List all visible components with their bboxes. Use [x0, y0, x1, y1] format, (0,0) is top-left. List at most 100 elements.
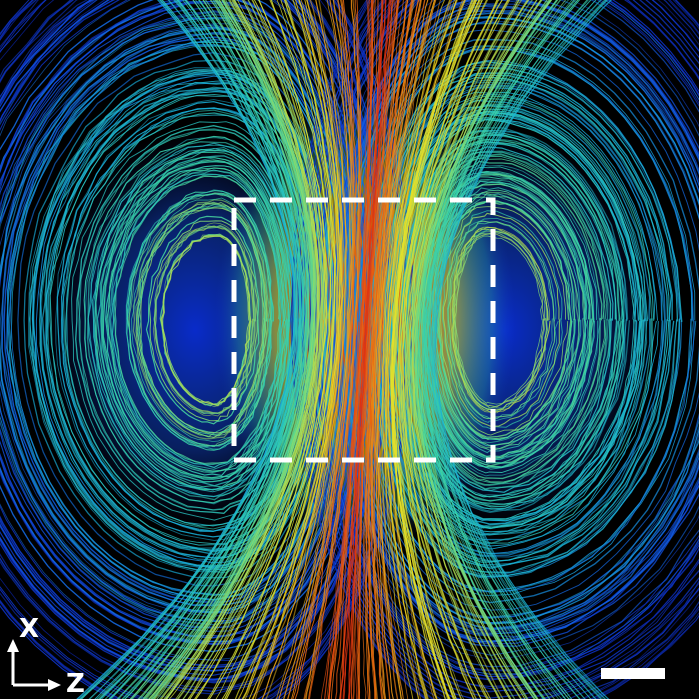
field-loop-streamline: [102, 161, 290, 479]
field-core-streamline: [148, 0, 316, 699]
field-core-streamline: [424, 0, 581, 699]
field-loop-streamline: [452, 228, 548, 411]
field-core-streamline: [234, 0, 339, 699]
field-loop-streamline: [126, 192, 273, 448]
field-loop-streamline: [353, 38, 699, 604]
axis-x-label: X: [19, 614, 40, 644]
field-core-streamline: [254, 0, 346, 699]
field-core-streamline: [418, 0, 562, 699]
field-core-streamline: [292, 0, 357, 699]
field-core-streamline: [415, 0, 551, 699]
field-core-streamline: [110, 0, 305, 699]
field-loop-streamline: [131, 197, 270, 442]
field-loop-streamline: [106, 167, 287, 473]
field-core-streamline: [397, 0, 498, 699]
field-core-streamline: [187, 0, 326, 699]
field-core-streamline: [88, 0, 299, 699]
field-loop-streamline: [0, 0, 408, 699]
field-loop-streamline: [136, 202, 267, 438]
field-core-streamline: [80, 0, 296, 699]
field-loop-streamline: [309, 0, 699, 690]
field-core-streamline: [129, 0, 310, 699]
field-loop-streamline: [132, 199, 269, 440]
field-loop-streamline: [86, 141, 300, 501]
field-loop-streamline: [0, 0, 387, 667]
field-loop-streamline: [455, 235, 544, 405]
field-loop-streamline: [0, 0, 398, 689]
field-loop-streamline: [342, 16, 699, 625]
field-core-streamline: [94, 0, 301, 699]
field-core-streamline: [390, 0, 478, 699]
field-core-streamline: [364, 0, 409, 699]
field-loop-streamline: [357, 47, 695, 593]
field-core-streamline: [355, 0, 397, 699]
field-core-streamline: [215, 0, 333, 699]
field-core-streamline: [320, 0, 369, 699]
field-loop-streamline: [0, 0, 400, 695]
field-loop-streamline: [0, 23, 361, 618]
field-core-streamline: [223, 0, 337, 699]
field-loop-streamline: [110, 169, 285, 470]
field-core-streamline: [367, 0, 412, 699]
field-loop-streamline: [405, 139, 622, 502]
field-loop-streamline: [303, 0, 699, 699]
field-core-streamline: [371, 0, 421, 699]
field-core-streamline: [207, 0, 332, 699]
field-core-streamline: [374, 0, 429, 699]
field-core-streamline: [390, 0, 476, 699]
field-loop-streamline: [0, 16, 364, 623]
field-core-streamline: [430, 0, 597, 699]
field-core-streamline: [365, 0, 409, 699]
field-core-streamline: [412, 0, 543, 699]
field-loop-streamline: [446, 217, 559, 423]
field-core-streamline: [308, 0, 362, 699]
field-core-streamline: [380, 0, 446, 699]
field-core-streamline: [386, 0, 464, 699]
field-core-streamline: [265, 0, 348, 699]
field-core-streamline: [389, 0, 473, 699]
field-loop-streamline: [78, 128, 306, 511]
field-core-streamline: [384, 0, 458, 699]
field-core-streamline: [433, 0, 609, 699]
field-core-streamline: [357, 0, 399, 699]
field-loop-streamline: [407, 143, 618, 496]
field-loop-streamline: [292, 0, 699, 699]
field-core-streamline: [124, 0, 308, 699]
field-core-streamline: [378, 0, 441, 699]
field-loop-streamline: [447, 220, 556, 420]
field-core-streamline: [327, 0, 373, 699]
field-loop-streamline: [108, 169, 284, 473]
field-loop-streamline: [95, 151, 294, 488]
field-core-streamline: [399, 0, 503, 699]
scale-bar: [601, 668, 665, 679]
field-core-streamline: [251, 0, 344, 699]
axis-x-arrowhead: [7, 639, 19, 652]
field-core-streamline: [385, 0, 458, 699]
field-core-streamline: [340, 0, 384, 699]
field-loop-streamline: [441, 210, 563, 430]
field-loop-streamline: [0, 0, 411, 699]
field-core-streamline: [287, 0, 355, 699]
axis-z-arrowhead: [48, 679, 61, 691]
field-core-streamline: [427, 0, 589, 699]
field-core-streamline: [434, 0, 613, 699]
field-core-streamline: [176, 0, 323, 699]
field-core-streamline: [392, 0, 483, 699]
field-core-streamline: [353, 0, 395, 699]
field-core-streamline: [275, 0, 351, 699]
field-core-streamline: [376, 0, 436, 699]
field-loop-streamline: [9, 44, 349, 596]
field-core-streamline: [420, 0, 567, 699]
field-core-streamline: [424, 0, 580, 699]
field-core-streamline: [411, 0, 538, 699]
field-loop-streamline: [135, 202, 268, 438]
field-core-streamline: [182, 0, 325, 699]
field-loop-streamline: [422, 171, 595, 470]
field-core-streamline: [387, 0, 466, 699]
field-loop-streamline: [93, 148, 295, 491]
field-loop-streamline: [0, 0, 383, 661]
field-core-streamline: [358, 0, 400, 699]
field-core-streamline: [409, 0, 533, 699]
field-loop-streamline: [114, 175, 281, 464]
